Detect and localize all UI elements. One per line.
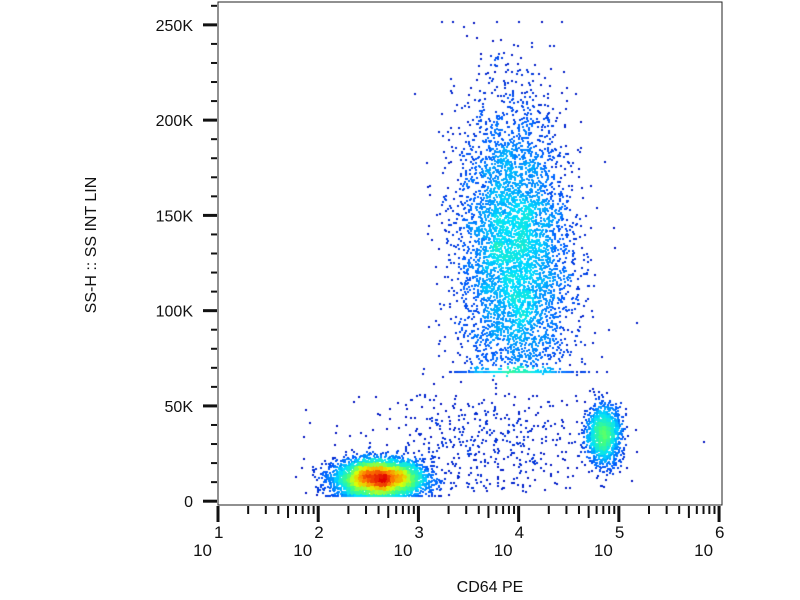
x-tick-base: 10 (694, 541, 713, 560)
x-tick-base: 10 (394, 541, 413, 560)
x-tick-exponent: 3 (414, 523, 423, 542)
x-tick-label: 102 (293, 523, 323, 560)
density-dot-plot-points (218, 2, 722, 505)
x-tick-label: 101 (193, 523, 223, 560)
x-tick-label: 106 (694, 523, 724, 560)
x-tick-exponent: 2 (314, 523, 323, 542)
x-tick-label: 104 (494, 523, 524, 560)
x-tick-exponent: 4 (515, 523, 524, 542)
x-tick-base: 10 (494, 541, 513, 560)
x-tick-base: 10 (293, 541, 312, 560)
y-axis-label: SS-H :: SS INT LIN (83, 177, 100, 314)
x-tick-label: 103 (394, 523, 424, 560)
y-tick-label: 100K (156, 304, 194, 321)
x-tick-base: 10 (193, 541, 212, 560)
y-tick-label: 200K (156, 113, 194, 130)
x-tick-exponent: 6 (715, 523, 724, 542)
x-tick-exponent: 5 (615, 523, 624, 542)
y-tick-label: 150K (156, 208, 194, 225)
y-tick-label: 50K (165, 399, 194, 416)
x-tick-base: 10 (594, 541, 613, 560)
x-tick-label: 105 (594, 523, 624, 560)
x-tick-exponent: 1 (214, 523, 223, 542)
x-axis-label: CD64 PE (457, 579, 524, 596)
y-axis: 0 50K 100K 150K 200K 250K (156, 4, 217, 511)
y-tick-label: 250K (156, 18, 194, 35)
y-tick-label: 0 (184, 494, 193, 511)
